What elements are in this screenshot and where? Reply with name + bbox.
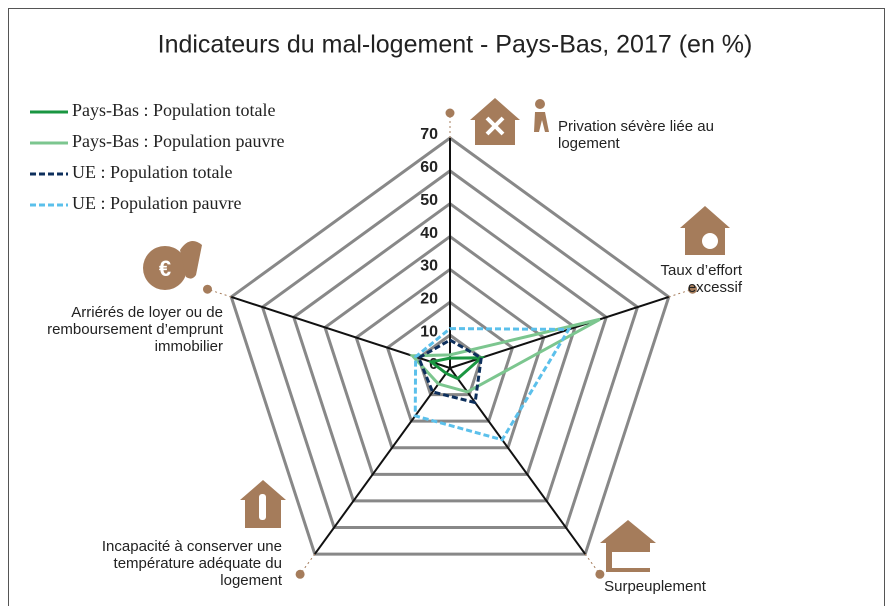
- legend-label: UE : Population totale: [72, 162, 232, 182]
- axis-label: Surpeuplement: [604, 578, 706, 595]
- grid-ring: [291, 201, 609, 503]
- grid-ring: [385, 300, 515, 423]
- frame: [8, 8, 885, 606]
- r-tick-label: 40: [420, 225, 438, 242]
- series-line: [413, 327, 572, 442]
- svg-text:€: €: [159, 256, 171, 281]
- r-tick-label: 30: [420, 258, 438, 275]
- axis-dot: [202, 284, 212, 294]
- r-tick-label: 10: [420, 323, 438, 340]
- icons: €: [143, 98, 730, 572]
- r-tick-label: 70: [420, 126, 438, 143]
- grid-ring: [323, 234, 577, 476]
- axis-dot: [595, 569, 605, 579]
- legend-label: UE : Population pauvre: [72, 193, 241, 213]
- axis-label: Privation sévère liée au logement: [558, 118, 714, 152]
- grid-ring: [229, 136, 671, 556]
- chart-title: Indicateurs du mal-logement - Pays-Bas, …: [158, 31, 753, 59]
- r-tick-label: 20: [420, 291, 438, 308]
- grid-ring: [260, 169, 640, 529]
- axis-line: [449, 367, 586, 555]
- axis-dot: [445, 108, 455, 118]
- legend-label: Pays-Bas : Population pauvre: [72, 131, 284, 151]
- axis-label: Incapacité à conserver une température a…: [101, 538, 282, 589]
- axis-line: [314, 367, 451, 555]
- grid-ring: [354, 267, 546, 450]
- axis-line: [449, 295, 670, 369]
- legend-label: Pays-Bas : Population totale: [72, 100, 275, 120]
- axis-dot: [295, 569, 305, 579]
- axis-label: Taux d’effort excessif: [660, 262, 742, 296]
- series-line: [416, 338, 483, 405]
- series-line: [427, 356, 486, 381]
- r-tick-label: 50: [420, 192, 438, 209]
- r-tick-label: 60: [420, 159, 438, 176]
- axis-dot: [688, 284, 698, 294]
- axis-label: Arriérés de loyer ou de remboursement d’…: [47, 304, 223, 355]
